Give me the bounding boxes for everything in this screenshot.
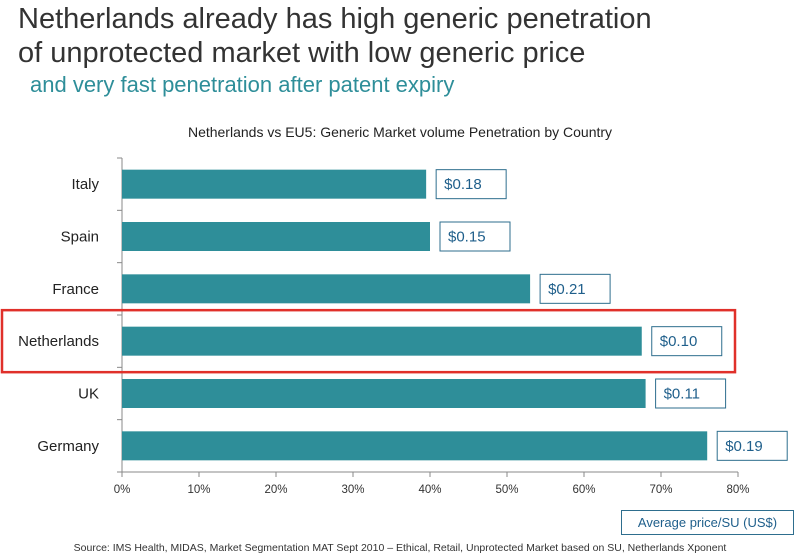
bar (122, 169, 427, 199)
x-tick-label: 60% (572, 484, 595, 496)
bar (122, 274, 531, 304)
title-line-1: Netherlands already has high generic pen… (18, 3, 652, 35)
price-label: $0.19 (725, 438, 763, 455)
price-label-box (435, 169, 507, 200)
price-label-box (539, 273, 611, 304)
chart-title: Netherlands vs EU5: Generic Market volum… (187, 124, 613, 140)
page-title: Netherlands already has high generic pen… (18, 2, 652, 70)
x-tick-label: 70% (649, 484, 672, 496)
page-subtitle: and very fast penetration after patent e… (30, 72, 455, 97)
price-label-box (651, 326, 723, 357)
source-note: Source: IMS Health, MIDAS, Market Segmen… (73, 542, 727, 554)
price-label: $0.10 (660, 333, 698, 350)
bar (122, 379, 646, 408)
price-label: $0.11 (664, 386, 700, 403)
price-label: $0.21 (548, 281, 586, 298)
category-label: France (52, 281, 99, 298)
x-tick-label: 40% (418, 484, 441, 496)
category-label: Netherlands (18, 333, 99, 350)
category-label: UK (78, 386, 99, 403)
category-label: Germany (37, 438, 99, 455)
category-label: Italy (71, 176, 99, 193)
x-tick-label: 10% (187, 484, 210, 496)
title-line-2: of unprotected market with low generic p… (18, 37, 586, 69)
x-tick-label: 0% (114, 484, 131, 496)
category-label: Spain (61, 229, 99, 246)
price-label-box (439, 221, 511, 252)
bar (122, 222, 430, 251)
bar (122, 431, 708, 461)
price-label-box (655, 378, 727, 409)
price-label: $0.18 (444, 176, 482, 193)
x-tick-label: 20% (264, 484, 287, 496)
price-label: $0.15 (448, 229, 486, 246)
x-tick-label: 80% (726, 484, 749, 496)
bar (122, 326, 642, 356)
x-tick-label: 50% (495, 484, 518, 496)
highlight-frame (0, 308, 737, 374)
price-label-box (716, 430, 788, 461)
legend-price-label: Average price/SU (US$) (621, 510, 794, 535)
x-tick-label: 30% (341, 484, 364, 496)
